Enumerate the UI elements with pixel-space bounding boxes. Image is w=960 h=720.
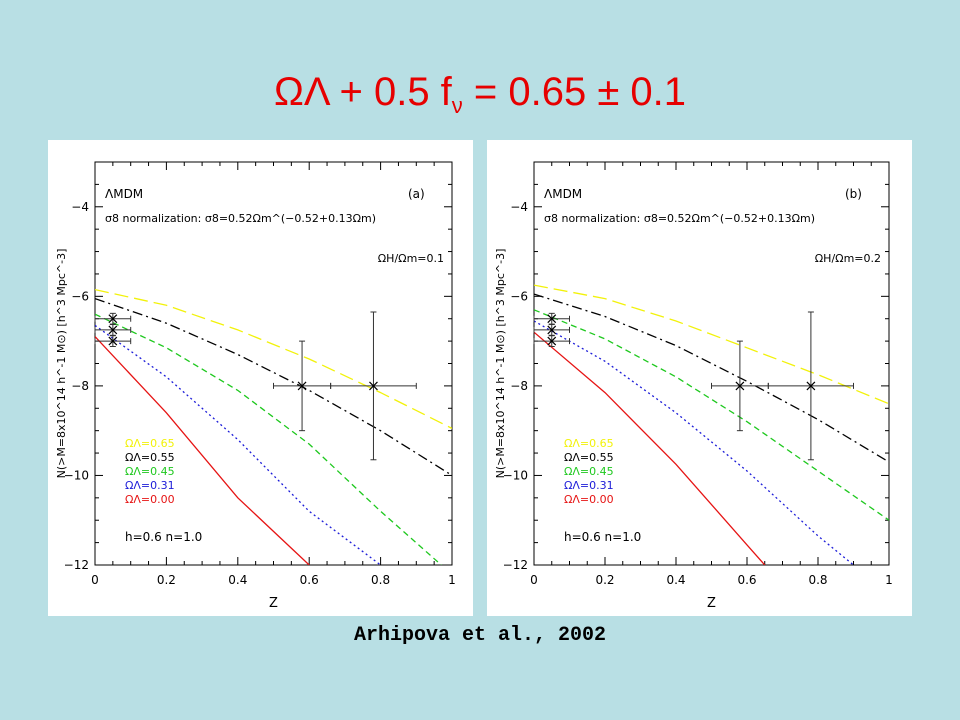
series-line (95, 336, 310, 565)
legend-entry: ΩΛ=0.31 (564, 479, 614, 492)
slide-title: ΩΛ + 0.5 fν = 0.65 ± 0.1 (0, 70, 960, 119)
curves-group (95, 288, 452, 565)
x-tick-label: 0.8 (371, 573, 390, 587)
title-rest: = 0.65 ± 0.1 (462, 70, 687, 114)
y-tick-label: −8 (71, 379, 89, 393)
legend-entry: ΩΛ=0.00 (564, 493, 614, 506)
ratio-label: ΩH/Ωm=0.1 (378, 252, 444, 265)
legend-entry: ΩΛ=0.45 (564, 465, 614, 478)
legend-entry: ΩΛ=0.55 (564, 451, 614, 464)
data-point-marker (547, 336, 557, 346)
model-label: ΛMDM (544, 187, 582, 201)
chart-panel-b: 0 0.2 0.4 0.6 0.8 1 −4 −6 −8 −10 −12 Z N(>M=8x10^14 … (487, 140, 912, 616)
series-line (95, 297, 452, 476)
params-label: h=0.6 n=1.0 (564, 530, 641, 544)
x-tick-label: 0.2 (595, 573, 614, 587)
legend-entry: ΩΛ=0.31 (125, 479, 175, 492)
panel-label: (a) (408, 187, 425, 201)
title-main: ΩΛ + 0.5 f (273, 70, 452, 114)
x-tick-label: 1 (448, 573, 456, 587)
x-tick-label: 0.6 (737, 573, 756, 587)
chart-panel-a: 0 0.2 0.4 0.6 0.8 1 −4 −6 −8 −10 −12 Z N(>M=8x10^14 … (48, 140, 473, 616)
legend-entry: ΩΛ=0.00 (125, 493, 175, 506)
y-axis-label: N(>M=8x10^14 h^-1 M⊙) [h^3 Mpc^-3] (55, 249, 68, 479)
panel-label: (b) (845, 187, 862, 201)
y-tick-label: −6 (510, 289, 528, 303)
x-axis-label: Z (269, 596, 278, 611)
x-tick-label: 0.8 (808, 573, 827, 587)
data-point-marker (369, 381, 378, 391)
y-tick-label: −6 (71, 289, 89, 303)
legend-entry: ΩΛ=0.45 (125, 465, 175, 478)
series-line (534, 331, 766, 565)
x-tick-label: 0.6 (300, 573, 319, 587)
series-line (95, 313, 442, 565)
y-tick-label: −10 (64, 468, 89, 482)
legend-entry: ΩΛ=0.65 (564, 437, 614, 450)
chart-a-svg: 0 0.2 0.4 0.6 0.8 1 −4 −6 −8 −10 −12 Z N(>M=8x10^14 … (55, 161, 456, 611)
series-line (534, 320, 854, 565)
ratio-label: ΩH/Ωm=0.2 (815, 252, 881, 265)
y-tick-label: −12 (64, 558, 89, 572)
x-axis-label: Z (707, 596, 716, 611)
series-line (95, 288, 452, 429)
data-point-marker (735, 381, 745, 391)
data-point-marker (547, 325, 557, 335)
x-tick-label: 1 (885, 573, 892, 587)
legend-entry: ΩΛ=0.55 (125, 451, 175, 464)
model-label: ΛMDM (105, 187, 143, 201)
y-tick-label: −8 (510, 379, 528, 393)
series-line (534, 293, 889, 463)
y-tick-label: −4 (71, 200, 89, 214)
data-point-marker (547, 314, 557, 324)
params-label: h=0.6 n=1.0 (125, 530, 202, 544)
data-point-marker (806, 381, 816, 391)
data-point-marker (108, 314, 118, 324)
normalization-label: σ8 normalization: σ8=0.52Ωm^(−0.52+0.13Ω… (544, 212, 815, 225)
title-subscript: ν (451, 93, 463, 118)
x-tick-label: 0 (530, 573, 538, 587)
series-line (534, 284, 889, 405)
citation: Arhipova et al., 2002 (353, 624, 607, 647)
data-point-marker (108, 336, 118, 346)
data-point-marker (108, 325, 118, 335)
y-tick-label: −12 (503, 558, 528, 572)
chart-b-svg: 0 0.2 0.4 0.6 0.8 1 −4 −6 −8 −10 −12 Z N(>M=8x10^14 … (494, 161, 892, 611)
data-point-marker (297, 381, 307, 391)
normalization-label: σ8 normalization: σ8=0.52Ωm^(−0.52+0.13Ω… (105, 212, 376, 225)
x-tick-label: 0.4 (228, 573, 247, 587)
series-line (534, 309, 889, 521)
x-tick-label: 0 (91, 573, 99, 587)
y-axis-label: N(>M=8x10^14 h^-1 M⊙) [h^3 Mpc^-3] (494, 249, 507, 479)
y-tick-label: −10 (503, 468, 528, 482)
x-tick-label: 0.2 (157, 573, 176, 587)
curves-group (534, 284, 889, 565)
x-tick-label: 0.4 (666, 573, 685, 587)
legend-entry: ΩΛ=0.65 (125, 437, 175, 450)
y-tick-label: −4 (510, 200, 528, 214)
